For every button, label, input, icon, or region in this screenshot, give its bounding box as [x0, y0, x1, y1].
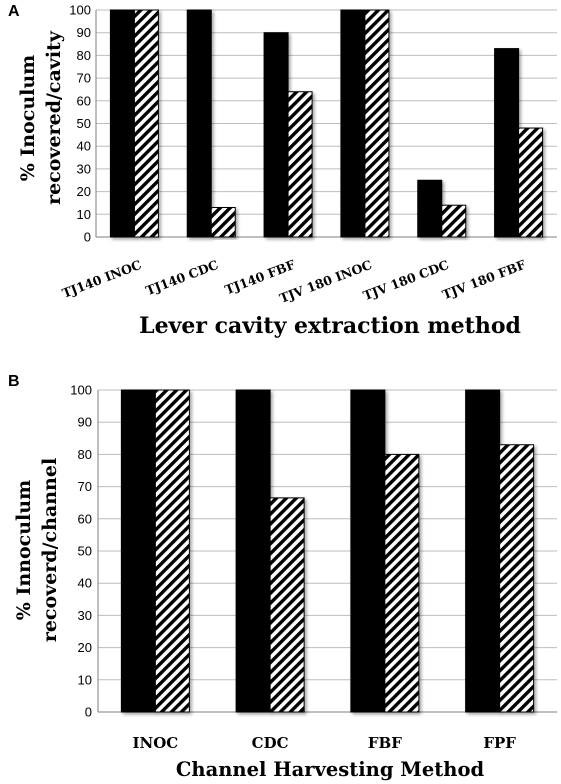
bar-solid — [186, 9, 212, 238]
y-tick-label: 60 — [77, 93, 91, 108]
y-axis-title: recovered/cavity — [43, 30, 65, 205]
x-axis-title: Channel Harvesting Method — [176, 758, 485, 781]
bar-solid — [235, 389, 271, 713]
bar-hatched — [518, 127, 544, 238]
y-tick-label: 100 — [70, 383, 92, 398]
y-tick-label: 90 — [77, 25, 91, 40]
y-tick-label: 50 — [78, 544, 92, 559]
bar-solid — [494, 48, 520, 238]
y-tick-label: 10 — [78, 672, 92, 687]
bar-hatched — [133, 9, 159, 238]
x-category-label: CDC — [252, 734, 289, 752]
panel-letter: A — [8, 3, 20, 20]
bar-hatched — [364, 9, 390, 238]
y-tick-label: 0 — [85, 705, 92, 720]
y-tick-label: 60 — [78, 511, 92, 526]
x-category-label: FPF — [483, 734, 516, 752]
y-tick-label: 80 — [78, 447, 92, 462]
y-axis-title: % Inoculum — [17, 55, 39, 182]
bar-solid — [109, 9, 135, 238]
bar-solid — [465, 389, 501, 713]
y-tick-label: 30 — [77, 161, 91, 176]
y-tick-label: 80 — [77, 48, 91, 63]
bar-solid — [417, 179, 443, 238]
y-tick-label: 90 — [78, 415, 92, 430]
bar-solid — [120, 389, 156, 713]
bar-hatched — [210, 206, 236, 238]
y-tick-label: 40 — [78, 576, 92, 591]
bar-hatched — [441, 204, 467, 238]
y-axis-title: % Innoculum — [13, 480, 35, 620]
x-category-label: TJV 180 CDC — [361, 257, 451, 303]
x-category-label: TJ140 CDC — [144, 257, 221, 298]
y-tick-label: 0 — [84, 230, 91, 245]
panel-letter: B — [8, 373, 20, 390]
bar-hatched — [384, 453, 420, 713]
bar-solid — [350, 389, 386, 713]
y-tick-label: 20 — [78, 640, 92, 655]
x-axis-title: Lever cavity extraction method — [139, 313, 521, 339]
y-axis-title: recoverd/channel — [39, 458, 61, 642]
y-tick-label: 40 — [77, 139, 91, 154]
y-tick-label: 100 — [69, 3, 91, 18]
x-category-label: TJ140 INOC — [60, 257, 144, 301]
bar-solid — [263, 32, 289, 238]
y-tick-label: 20 — [77, 184, 91, 199]
bar-hatched — [499, 444, 535, 713]
x-category-label: INOC — [133, 734, 179, 752]
x-category-label: FBF — [368, 734, 402, 752]
y-tick-label: 30 — [78, 608, 92, 623]
bar-solid — [340, 9, 366, 238]
y-tick-label: 50 — [77, 116, 91, 131]
y-tick-label: 10 — [77, 207, 91, 222]
y-tick-label: 70 — [77, 71, 91, 86]
bar-hatched — [269, 497, 305, 713]
bar-hatched — [287, 91, 313, 238]
y-tick-label: 70 — [78, 479, 92, 494]
x-category-label: TJV 180 FBF — [440, 257, 528, 303]
bar-hatched — [154, 389, 190, 713]
